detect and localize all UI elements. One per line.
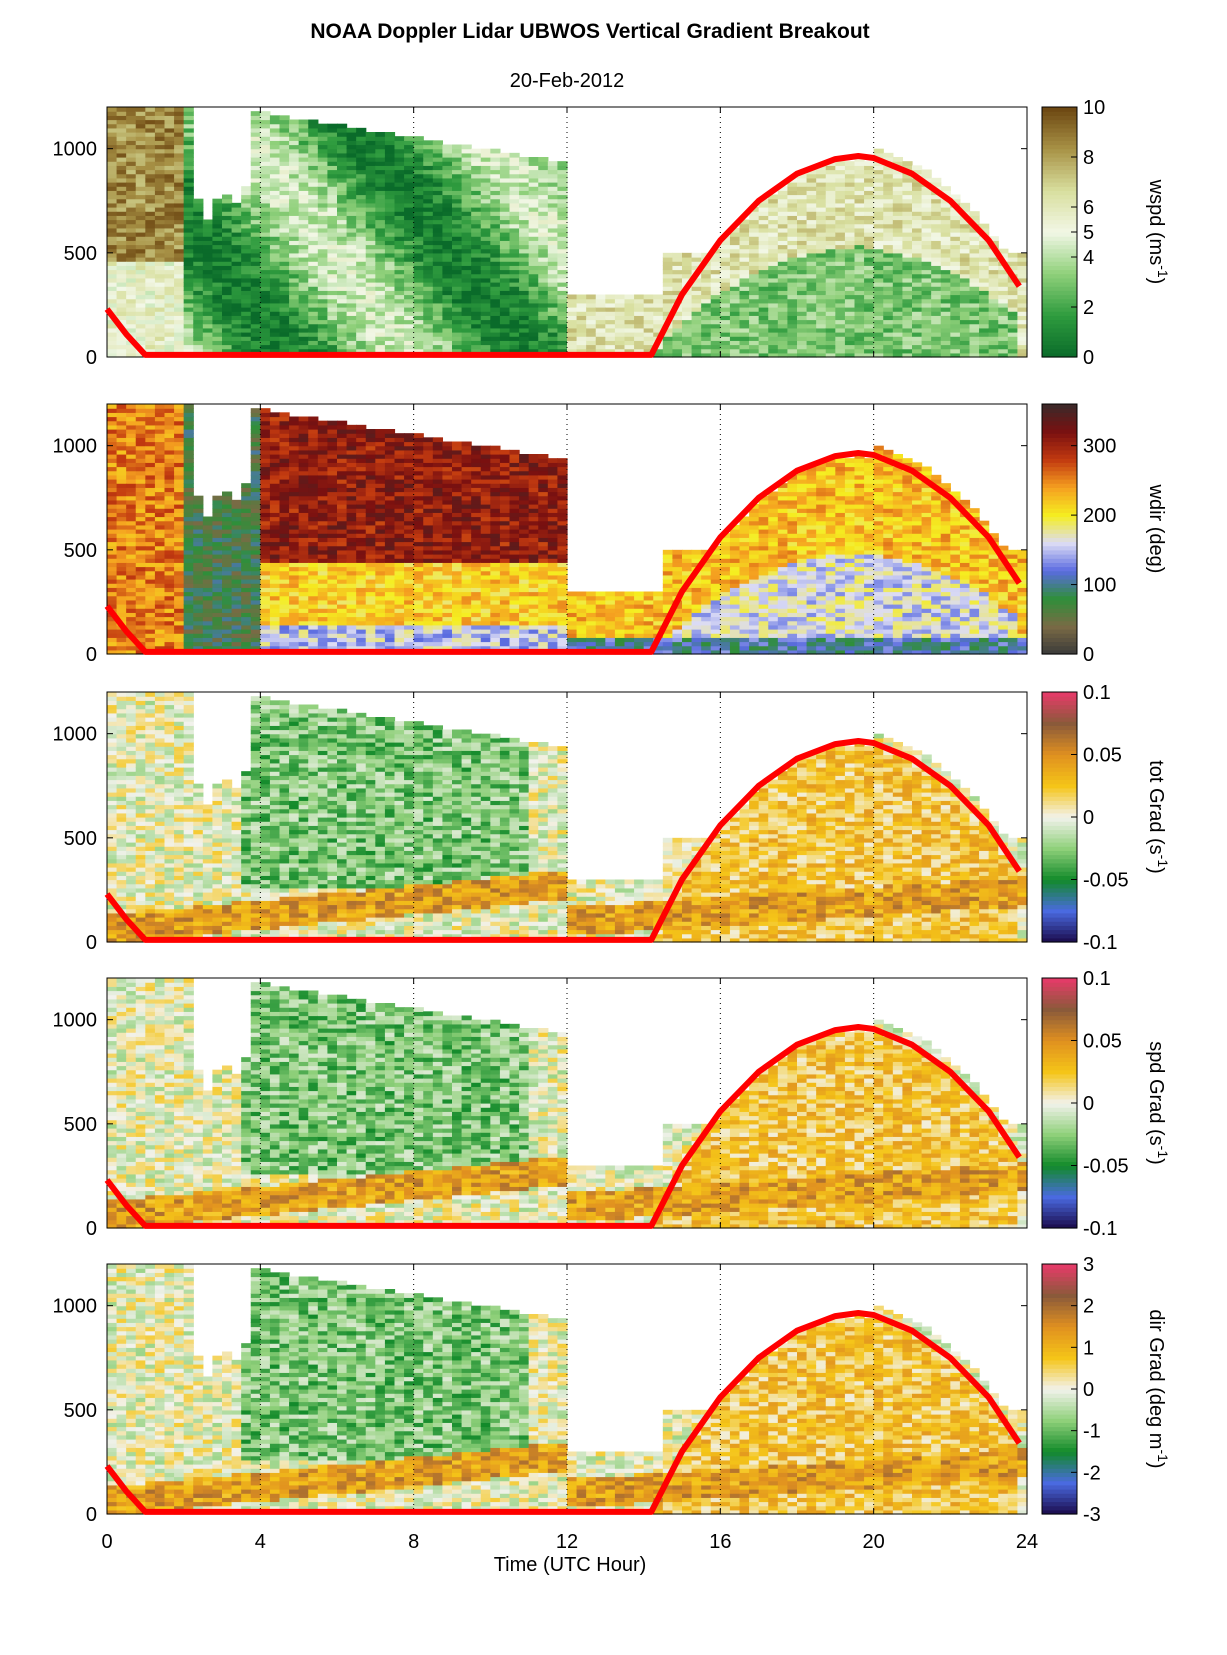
panel-wdir: 0 500 1000 0 100 200 300 wdir (deg)	[53, 404, 1168, 666]
y-tick-label: 500	[64, 1114, 97, 1136]
figure-title: NOAA Doppler Lidar UBWOS Vertical Gradie…	[310, 20, 869, 43]
x-tick-label: 24	[1016, 1531, 1038, 1553]
y-tick-label: 500	[64, 1400, 97, 1422]
y-tick-label: 1000	[53, 1296, 98, 1318]
colorbar-label: dir Grad (deg m-1)	[1145, 1309, 1171, 1468]
y-tick-label: 1000	[53, 724, 98, 746]
x-tick-label: 0	[101, 1531, 112, 1553]
colorbar-label: tot Grad (s-1)	[1145, 760, 1171, 874]
y-tick-label: 1000	[53, 436, 98, 458]
y-tick-label: 500	[64, 540, 97, 562]
colorbar-tick-label: 100	[1083, 575, 1116, 597]
colorbar-tick-label: 0	[1083, 1093, 1094, 1115]
colorbar-tick-label: 0.1	[1083, 968, 1111, 990]
panel-wspd: 0 500 1000 0 2 4 5 6 8 10 wspd (ms-1)	[53, 97, 1172, 369]
colorbar-tick-label: 2	[1083, 1296, 1094, 1318]
colorbar-tick-label: 8	[1083, 147, 1094, 169]
colorbar-label: spd Grad (s-1)	[1145, 1041, 1171, 1165]
colorbar: -3 -2 -1 0 1 2 3	[1042, 1254, 1101, 1526]
y-tick-label: 1000	[53, 139, 98, 161]
colorbar-tick-label: -0.1	[1083, 932, 1117, 954]
colorbar-tick-label: 6	[1083, 197, 1094, 219]
colorbar: -0.1 -0.05 0 0.05 0.1	[1042, 968, 1129, 1240]
colorbar-label: wdir (deg)	[1145, 484, 1167, 574]
colorbar-tick-label: -3	[1083, 1504, 1101, 1526]
colorbar: -0.1 -0.05 0 0.05 0.1	[1042, 682, 1129, 954]
colorbar-tick-label: 0	[1083, 1379, 1094, 1401]
colorbar-tick-label: 0	[1083, 644, 1094, 666]
panel-spd-grad: 0 500 1000 -0.1 -0.05 0 0.05 0.1 spd Grad (s-1)	[53, 968, 1172, 1240]
y-tick-label: 500	[64, 243, 97, 265]
x-axis-label: Time (UTC Hour)	[494, 1554, 647, 1576]
colorbar-tick-label: -0.05	[1083, 1156, 1129, 1178]
x-tick-label: 16	[709, 1531, 731, 1553]
panel-tot-grad: 0 500 1000 -0.1 -0.05 0 0.05 0.1 tot Grad (s-1)	[53, 682, 1172, 954]
x-tick-label: 8	[408, 1531, 419, 1553]
colorbar-tick-label: 0	[1083, 347, 1094, 369]
y-tick-label: 500	[64, 828, 97, 850]
y-tick-label: 0	[86, 1218, 97, 1240]
colorbar-tick-label: 1	[1083, 1337, 1094, 1359]
colorbar-tick-label: 200	[1083, 505, 1116, 527]
colorbar-tick-label: 0.05	[1083, 745, 1122, 767]
y-tick-label: 0	[86, 1504, 97, 1526]
colorbar-tick-label: -1	[1083, 1421, 1101, 1443]
colorbar-tick-label: 0.1	[1083, 682, 1111, 704]
figure-subtitle: 20-Feb-2012	[510, 70, 625, 92]
colorbar-tick-label: 300	[1083, 436, 1116, 458]
colorbar-tick-label: -0.1	[1083, 1218, 1117, 1240]
colorbar-tick-label: 0.05	[1083, 1031, 1122, 1053]
y-tick-label: 1000	[53, 1010, 98, 1032]
colorbar-tick-label: -0.05	[1083, 870, 1129, 892]
colorbar: 0 2 4 5 6 8 10	[1042, 97, 1105, 369]
colorbar-tick-label: 10	[1083, 97, 1105, 119]
x-tick-label: 20	[863, 1531, 885, 1553]
colorbar-tick-label: 3	[1083, 1254, 1094, 1276]
colorbar-label: wspd (ms-1)	[1145, 179, 1171, 285]
x-tick-label: 4	[255, 1531, 266, 1553]
x-tick-label: 12	[556, 1531, 578, 1553]
colorbar-tick-label: -2	[1083, 1462, 1101, 1484]
y-tick-label: 0	[86, 644, 97, 666]
colorbar-tick-label: 0	[1083, 807, 1094, 829]
colorbar: 0 100 200 300	[1042, 404, 1116, 666]
y-tick-label: 0	[86, 932, 97, 954]
colorbar-tick-label: 2	[1083, 297, 1094, 319]
y-tick-label: 0	[86, 347, 97, 369]
colorbar-tick-label: 4	[1083, 247, 1094, 269]
colorbar-tick-label: 5	[1083, 222, 1094, 244]
